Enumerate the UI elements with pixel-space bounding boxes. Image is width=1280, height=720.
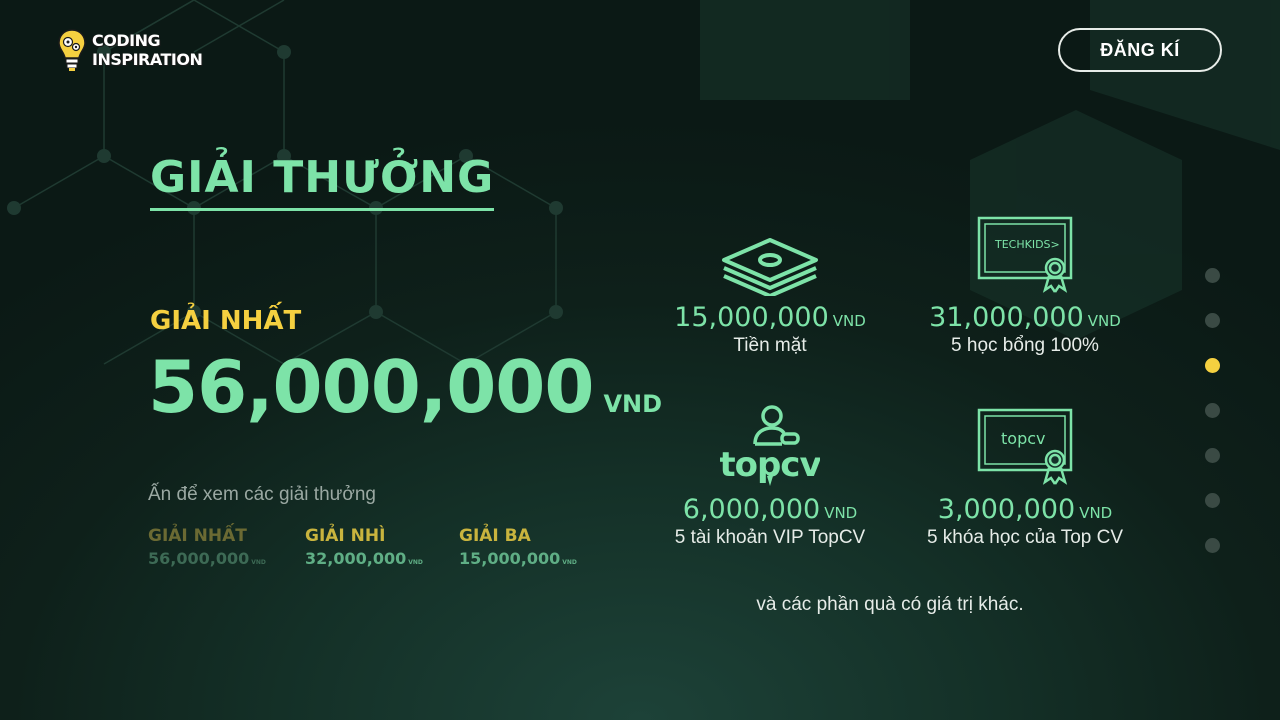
nav-dot-2[interactable] <box>1205 313 1220 328</box>
tier-label: GIẢI NHÌ <box>305 526 386 546</box>
prize-currency: VND <box>1087 312 1121 330</box>
tier-currency: VND <box>408 559 423 566</box>
tier-label: GIẢI NHẤT <box>148 526 247 546</box>
prize-description: 5 học bổng 100% <box>951 335 1099 356</box>
selected-prize-amount: 56,000,000 VND <box>148 345 662 429</box>
nav-dot-1[interactable] <box>1205 268 1220 283</box>
prize-card-scholarship: TECHKIDS> 31,000,000 VND 5 học bổng 100% <box>910 206 1140 357</box>
topcv-certificate-text: topcv <box>1001 429 1045 448</box>
prize-currency: VND <box>824 504 858 522</box>
prize-card-cash: 15,000,000 VND Tiền mặt <box>655 206 885 357</box>
prize-tier-tabs: GIẢI NHẤT 56,000,000 VND GIẢI NHÌ 32,000,… <box>148 526 577 568</box>
logo-line-1: CODING <box>92 31 161 50</box>
lightbulb-gears-icon <box>58 29 86 71</box>
prize-description: Tiền mặt <box>733 335 807 356</box>
prize-card-topcv-course: topcv 3,000,000 VND 5 khóa học của Top CV <box>910 398 1140 549</box>
tier-tab-first[interactable]: GIẢI NHẤT 56,000,000 VND <box>148 526 305 568</box>
nav-dot-7[interactable] <box>1205 538 1220 553</box>
page-title: GIẢI THƯỞNG <box>150 152 495 211</box>
tier-tab-third[interactable]: GIẢI BA 15,000,000 VND <box>459 526 577 568</box>
nav-dot-4[interactable] <box>1205 403 1220 418</box>
techkids-certificate-icon: TECHKIDS> <box>977 216 1073 293</box>
prize-amount: 6,000,000 <box>682 494 821 525</box>
logo-line-2: INSPIRATION <box>92 50 203 69</box>
tier-amount: 15,000,000 <box>459 549 561 568</box>
tier-currency: VND <box>251 559 266 566</box>
section-nav-dots <box>1205 268 1220 583</box>
tier-tab-second[interactable]: GIẢI NHÌ 32,000,000 VND <box>305 526 459 568</box>
tier-amount: 56,000,000 <box>148 549 250 568</box>
more-prizes-text: và các phần quà có giá trị khác. <box>756 594 1024 615</box>
nav-dot-3[interactable] <box>1205 358 1220 373</box>
prize-hint-text: Ấn để xem các giải thưởng <box>148 484 376 505</box>
prize-amount: 15,000,000 <box>674 302 829 333</box>
selected-prize-label: GIẢI NHẤT <box>150 306 302 336</box>
prize-card-topcv-vip: topcv 6,000,000 VND 5 tài khoản VIP TopCV <box>655 398 885 549</box>
money-stack-icon <box>722 238 818 296</box>
prize-description: 5 khóa học của Top CV <box>926 527 1124 548</box>
nav-dot-5[interactable] <box>1205 448 1220 463</box>
prize-currency: VND <box>832 312 866 330</box>
nav-dot-6[interactable] <box>1205 493 1220 508</box>
tier-currency: VND <box>562 559 577 566</box>
prize-currency: VND <box>1079 504 1113 522</box>
selected-prize-currency: VND <box>603 390 663 418</box>
register-button[interactable]: ĐĂNG KÍ <box>1058 28 1222 72</box>
prize-amount: 31,000,000 <box>929 302 1084 333</box>
prize-amount: 3,000,000 <box>937 494 1076 525</box>
selected-prize-value: 56,000,000 <box>148 345 594 429</box>
topcv-certificate-icon: topcv <box>977 408 1073 485</box>
tier-amount: 32,000,000 <box>305 549 407 568</box>
techkids-logo-text: TECHKIDS> <box>994 238 1060 251</box>
topcv-logo-icon: topcv <box>720 405 820 486</box>
tier-label: GIẢI BA <box>459 526 531 546</box>
coding-inspiration-logo[interactable]: CODING INSPIRATION <box>58 28 203 72</box>
prize-description: 5 tài khoản VIP TopCV <box>674 527 866 548</box>
